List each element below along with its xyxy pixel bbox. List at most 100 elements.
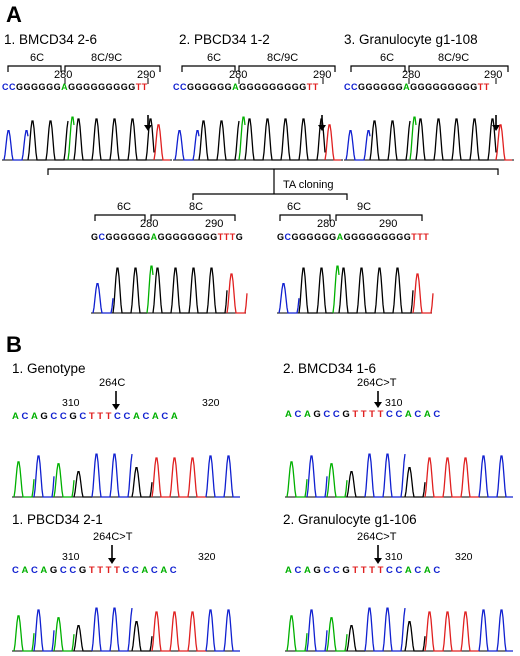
base-g: G: [388, 232, 397, 242]
trace-peak: [244, 118, 326, 161]
sequence-row: ACAGCCGTTTTCCACAC: [285, 409, 443, 420]
trace-peak: [112, 267, 147, 314]
base-t: T: [105, 411, 115, 422]
trace-peak: [33, 609, 55, 652]
base-t: T: [135, 82, 142, 92]
sample-title: 2. BMCD34 1-6: [283, 361, 377, 376]
base-a: A: [404, 409, 415, 420]
base-g: G: [380, 82, 389, 92]
base-g: G: [23, 82, 32, 92]
panel-b-letter: B: [6, 332, 22, 357]
base-g: G: [202, 232, 211, 242]
position-310: 310: [385, 397, 403, 409]
base-g: G: [224, 82, 233, 92]
base-g: G: [187, 232, 196, 242]
base-g: G: [373, 82, 381, 92]
base-c: C: [395, 565, 405, 576]
mutation-label: 264C>T: [357, 531, 397, 543]
sample-title: 1. PBCD34 2-1: [12, 512, 103, 527]
trace-peak: [131, 467, 153, 498]
base-t: T: [97, 565, 106, 576]
trace-peak: [151, 611, 206, 652]
position-290: 290: [205, 218, 224, 230]
label-8c9c: 8C/9C: [438, 52, 470, 64]
trace-peak: [424, 611, 479, 652]
base-g: G: [321, 232, 330, 242]
base-c: C: [433, 565, 443, 576]
down-arrow-head: [108, 558, 116, 564]
base-t: T: [97, 411, 106, 422]
trace-peak: [346, 470, 365, 498]
trace-peak: [53, 463, 75, 498]
base-t: T: [483, 82, 490, 92]
base-c: C: [161, 411, 171, 422]
base-t: T: [306, 82, 313, 92]
base-t: T: [377, 409, 386, 420]
base-a: A: [285, 565, 295, 576]
trace-peak: [326, 463, 348, 498]
position-290: 290: [137, 69, 156, 81]
position-280: 280: [317, 218, 336, 230]
base-c: C: [284, 232, 292, 242]
base-t: T: [141, 82, 148, 92]
base-a: A: [285, 409, 295, 420]
trace-peak: [415, 118, 497, 161]
base-t: T: [369, 565, 378, 576]
connector-line: [192, 193, 348, 200]
trace-peak: [27, 120, 69, 161]
position-280: 280: [54, 69, 73, 81]
base-g: G: [143, 232, 151, 242]
base-g: G: [261, 82, 270, 92]
base-g: G: [53, 82, 62, 92]
base-g: G: [342, 565, 353, 576]
base-c: C: [150, 565, 161, 576]
base-a: A: [423, 409, 434, 420]
down-arrow-head: [374, 558, 382, 564]
base-a: A: [170, 411, 181, 422]
base-g: G: [269, 82, 277, 92]
base-c: C: [30, 565, 41, 576]
base-c: C: [59, 411, 70, 422]
base-g: G: [365, 82, 374, 92]
ta-cloning-label: TA cloning: [283, 179, 334, 191]
base-a: A: [232, 82, 240, 92]
base-g: G: [91, 232, 99, 242]
base-t: T: [369, 409, 378, 420]
base-t: T: [352, 409, 361, 420]
base-c: C: [323, 409, 333, 420]
sequence-row: ACAGCCGTTTTCCACAC: [285, 565, 443, 576]
base-g: G: [31, 82, 39, 92]
base-g: G: [235, 232, 244, 242]
base-a: A: [132, 411, 143, 422]
base-g: G: [120, 82, 129, 92]
base-g: G: [395, 82, 404, 92]
base-g: G: [128, 82, 136, 92]
base-g: G: [16, 82, 24, 92]
base-g: G: [239, 82, 247, 92]
base-g: G: [195, 232, 203, 242]
trace-peak: [326, 617, 348, 652]
trace-peak: [92, 283, 114, 314]
trace-peak: [198, 120, 240, 161]
base-g: G: [313, 565, 324, 576]
base-g: G: [180, 232, 188, 242]
base-c: C: [323, 565, 333, 576]
sample-title: 2. Granulocyte g1-106: [283, 512, 417, 527]
trace-peak: [226, 273, 248, 314]
base-c: C: [98, 232, 106, 242]
base-g: G: [284, 82, 292, 92]
trace-peak: [73, 624, 92, 652]
trace-peak: [13, 461, 35, 498]
trace-peak: [478, 609, 513, 652]
base-g: G: [120, 232, 129, 242]
bracket-8c9c: [408, 65, 509, 72]
base-g: G: [157, 232, 166, 242]
base-a: A: [150, 232, 158, 242]
label-6c: 6C: [117, 201, 132, 213]
base-c: C: [2, 82, 9, 92]
base-t: T: [352, 565, 361, 576]
base-g: G: [83, 82, 91, 92]
base-t: T: [477, 82, 484, 92]
base-t: T: [423, 232, 430, 242]
trace-peak: [424, 457, 479, 498]
